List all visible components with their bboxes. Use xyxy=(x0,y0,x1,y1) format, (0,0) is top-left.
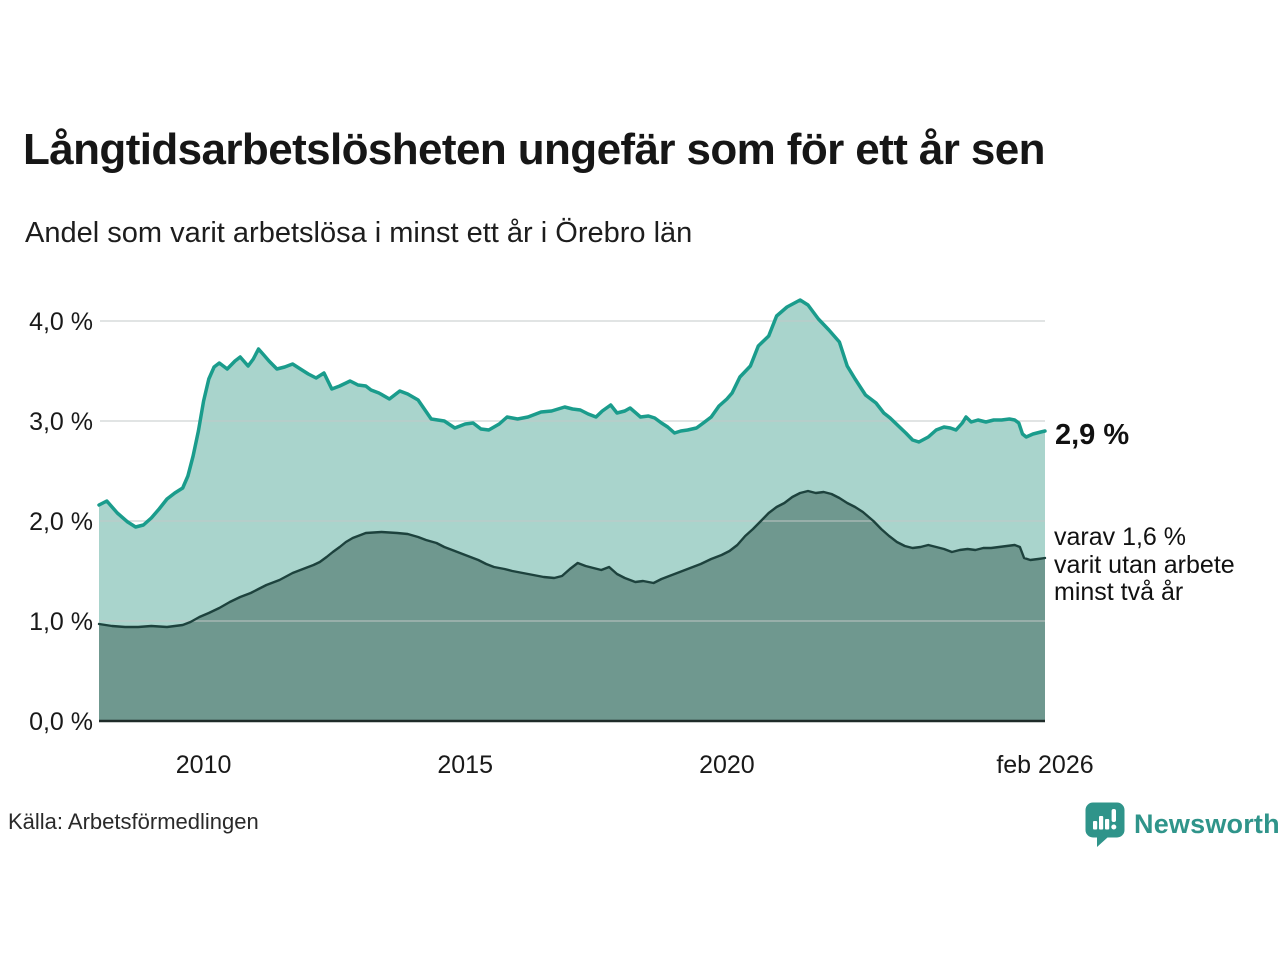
y-tick-label: 2,0 % xyxy=(29,508,93,536)
page-title: Långtidsarbetslösheten ungefär som för e… xyxy=(23,125,1046,174)
annotation-latest-total: 2,9 % xyxy=(1055,419,1130,451)
line-one-year xyxy=(97,298,1047,529)
bar-chart-speech-bubble-icon xyxy=(1085,802,1125,847)
annotation-two-year-line1: varav 1,6 % xyxy=(1054,523,1187,551)
newsworthy-wordmark: Newsworthy xyxy=(1134,809,1280,839)
newsworthy-logo: Newsworthy xyxy=(1084,801,1280,848)
y-tick-label: 3,0 % xyxy=(29,408,93,436)
annotation-two-year-line2: varit utan arbete xyxy=(1054,550,1235,579)
annotation-two-year: varav 1,6 % varit utan arbete minst två … xyxy=(1054,523,1235,607)
y-tick-label: 1,0 % xyxy=(29,608,93,636)
x-tick-label: 2010 xyxy=(176,751,232,779)
area-two-year xyxy=(99,491,1045,721)
x-tick-label: 2015 xyxy=(437,751,493,779)
y-tick-label: 0,0 % xyxy=(29,708,93,736)
source-note: Källa: Arbetsförmedlingen xyxy=(8,809,259,834)
y-tick-label: 4,0 % xyxy=(29,308,93,336)
page-subtitle: Andel som varit arbetslösa i minst ett å… xyxy=(25,217,693,249)
x-tick-label: feb 2026 xyxy=(996,751,1093,779)
x-tick-label: 2020 xyxy=(699,751,755,779)
annotation-two-year-line3: minst två år xyxy=(1054,578,1184,606)
line-two-year xyxy=(97,489,1047,629)
